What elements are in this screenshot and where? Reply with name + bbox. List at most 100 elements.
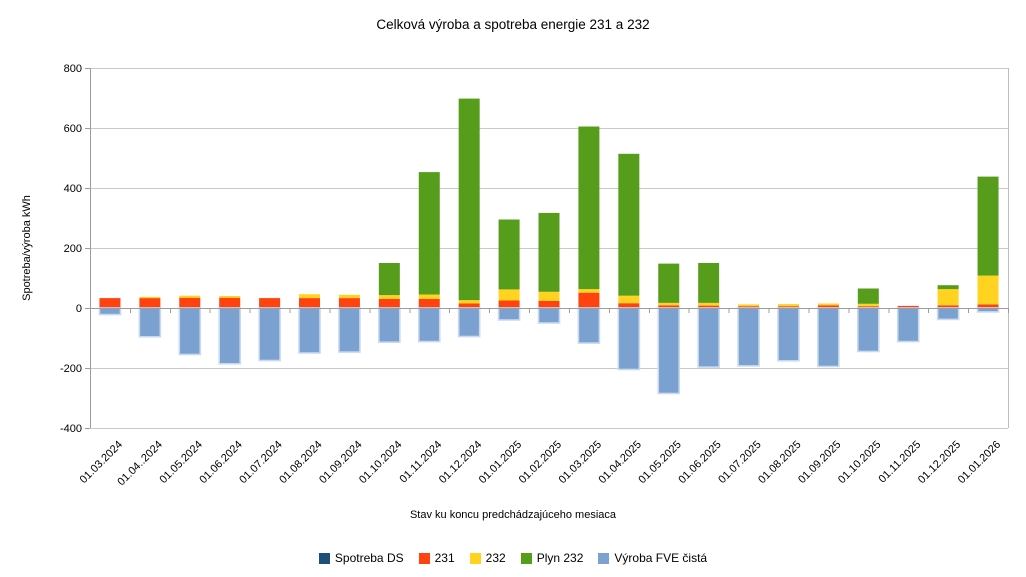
chart-legend: Spotreba DS 231 232 Plyn 232 Výroba FVE čist… bbox=[0, 551, 1026, 565]
legend-swatch bbox=[318, 552, 330, 564]
legend-item: Plyn 232 bbox=[520, 551, 584, 565]
bar-segment-231 bbox=[538, 300, 560, 308]
bar-segment-231 bbox=[99, 298, 121, 308]
y-tick-label: 400 bbox=[64, 183, 82, 195]
bar-segment-232 bbox=[857, 303, 879, 307]
bar-segment-v-roba-fve-ist- bbox=[178, 307, 202, 356]
legend-swatch bbox=[418, 552, 430, 564]
bar-segment-231 bbox=[378, 299, 400, 308]
bar-segment-232 bbox=[658, 302, 680, 306]
bar-segment-v-roba-fve-ist- bbox=[657, 307, 681, 395]
y-tick-label: 800 bbox=[64, 63, 82, 75]
bar-segment-232 bbox=[777, 304, 799, 307]
bar-segment-plyn-232 bbox=[937, 285, 959, 290]
bar-segment-232 bbox=[179, 295, 201, 298]
x-tick-label: 01.10.2025 bbox=[836, 439, 883, 486]
y-tick-label: 200 bbox=[64, 243, 82, 255]
chart-title: Celková výroba a spotreba energie 231 a … bbox=[376, 17, 650, 32]
bar-segment-v-roba-fve-ist- bbox=[338, 307, 361, 353]
bar-segment-plyn-232 bbox=[578, 126, 600, 290]
bar-segment-v-roba-fve-ist- bbox=[817, 307, 840, 368]
bar-segment-v-roba-fve-ist- bbox=[417, 307, 441, 343]
bar-segment-plyn-232 bbox=[618, 153, 640, 296]
x-tick-label: 01.10.2024 bbox=[357, 439, 404, 486]
bar-segment-231 bbox=[738, 306, 760, 308]
bar-segment-plyn-232 bbox=[418, 172, 440, 295]
bar-segment-232 bbox=[817, 303, 839, 306]
bar-segment-v-roba-fve-ist- bbox=[138, 307, 162, 338]
legend-label: Výroba FVE čistá bbox=[614, 551, 708, 565]
bar-segment-231 bbox=[618, 303, 640, 308]
bar-segment-232 bbox=[139, 296, 161, 299]
bar-segment-v-roba-fve-ist- bbox=[856, 307, 880, 353]
bar-segment-plyn-232 bbox=[977, 176, 999, 276]
bar-segment-231 bbox=[458, 303, 480, 308]
legend-label: 232 bbox=[485, 551, 506, 565]
bar-segment-231 bbox=[418, 299, 440, 308]
x-axis-title: Stav ku koncu predchádzajúceho mesiaca bbox=[409, 509, 617, 521]
bar-segment-231 bbox=[977, 304, 999, 308]
bar-segment-v-roba-fve-ist- bbox=[777, 307, 800, 362]
bar-segment-231 bbox=[857, 306, 879, 308]
bar-segment-231 bbox=[937, 305, 959, 308]
bar-segment-plyn-232 bbox=[658, 263, 680, 303]
legend-swatch bbox=[598, 552, 610, 564]
bar-segment-231 bbox=[498, 300, 520, 308]
bar-segment-232 bbox=[219, 296, 241, 298]
bar-segment-plyn-232 bbox=[458, 98, 480, 301]
y-axis-title: Spotreba/výroba kWh bbox=[21, 195, 33, 301]
bar-segment-231 bbox=[299, 298, 321, 308]
y-tick-label: 0 bbox=[76, 303, 82, 315]
legend-item: Spotreba DS bbox=[318, 551, 404, 565]
bar-segment-232 bbox=[937, 289, 959, 306]
legend-label: 231 bbox=[434, 551, 455, 565]
y-tick-label: 600 bbox=[64, 123, 82, 135]
legend-label: Plyn 232 bbox=[536, 551, 584, 565]
bar-segment-plyn-232 bbox=[538, 212, 560, 292]
bar-segment-plyn-232 bbox=[698, 263, 720, 303]
bar-segment-231 bbox=[658, 305, 680, 308]
bar-segment-232 bbox=[338, 294, 360, 299]
legend-label: Spotreba DS bbox=[334, 551, 404, 565]
y-tick-label: -400 bbox=[60, 423, 82, 435]
bar-segment-v-roba-fve-ist- bbox=[896, 307, 920, 343]
bar-segment-v-roba-fve-ist- bbox=[497, 307, 521, 321]
bar-segment-231 bbox=[219, 297, 241, 308]
legend-item: 231 bbox=[418, 551, 455, 565]
bar-segment-v-roba-fve-ist- bbox=[378, 307, 401, 344]
bar-segment-232 bbox=[538, 291, 560, 301]
bar-segment-232 bbox=[498, 289, 520, 301]
bar-segment-231 bbox=[817, 305, 839, 308]
legend-item: 232 bbox=[469, 551, 506, 565]
bar-segment-231 bbox=[179, 297, 201, 308]
bar-segment-plyn-232 bbox=[498, 219, 520, 290]
bar-segment-v-roba-fve-ist- bbox=[218, 307, 241, 365]
bar-segment-v-roba-fve-ist- bbox=[577, 307, 601, 344]
bar-segment-231 bbox=[777, 306, 799, 308]
bar-segment-v-roba-fve-ist- bbox=[617, 307, 641, 371]
legend-swatch bbox=[520, 552, 532, 564]
bar-segment-plyn-232 bbox=[378, 263, 400, 296]
bar-segment-232 bbox=[418, 294, 440, 299]
bar-segment-v-roba-fve-ist- bbox=[697, 307, 720, 368]
bar-segment-231 bbox=[578, 292, 600, 308]
bar-segment-v-roba-fve-ist- bbox=[298, 307, 321, 354]
bar-segment-v-roba-fve-ist- bbox=[737, 307, 760, 367]
legend-swatch bbox=[469, 552, 481, 564]
bar-segment-v-roba-fve-ist- bbox=[258, 307, 281, 362]
bar-segment-232 bbox=[618, 295, 640, 304]
bar-segment-v-roba-fve-ist- bbox=[936, 307, 960, 321]
bar-segment-232 bbox=[698, 302, 720, 306]
bar-segment-231 bbox=[139, 298, 161, 308]
bar-segment-232 bbox=[378, 295, 400, 299]
bar-segment-232 bbox=[578, 289, 600, 293]
bar-segment-231 bbox=[897, 305, 919, 308]
bar-segment-232 bbox=[977, 275, 999, 305]
bar-segment-231 bbox=[338, 298, 360, 308]
bar-segment-plyn-232 bbox=[857, 288, 879, 304]
bar-segment-232 bbox=[738, 304, 760, 307]
bar-segment-v-roba-fve-ist- bbox=[537, 307, 561, 324]
bar-segment-231 bbox=[259, 298, 281, 308]
